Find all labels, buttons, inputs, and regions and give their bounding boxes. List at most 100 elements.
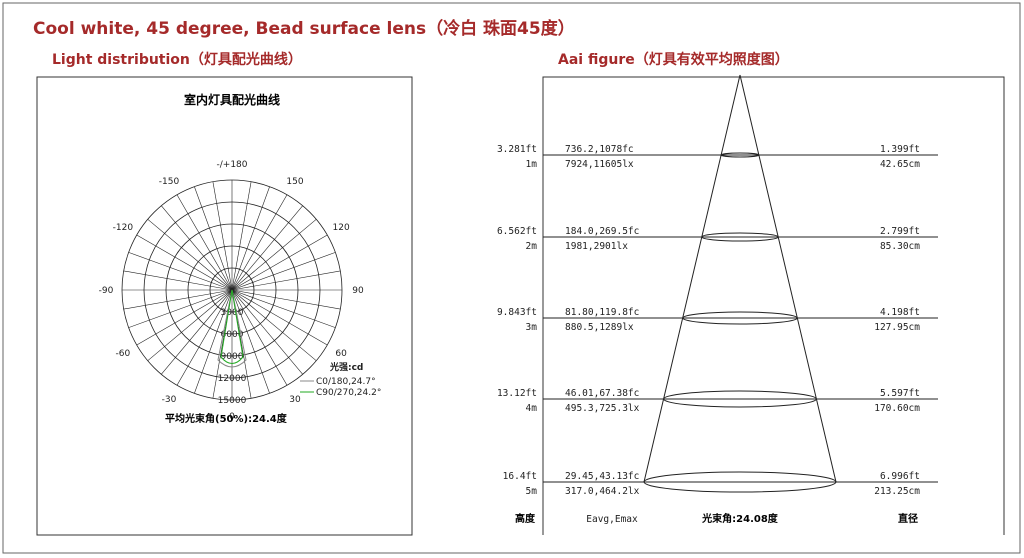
grid-spoke [194, 186, 233, 291]
angle-label: -120 [113, 223, 134, 233]
radial-label: 3000 [221, 308, 244, 318]
diameter-cm: 170.60cm [874, 403, 920, 414]
illuminance-lx: 880.5,1289lx [565, 322, 634, 333]
diameter-cm: 127.95cm [874, 322, 920, 333]
grid-spoke [231, 289, 336, 328]
grid-spoke [231, 252, 336, 291]
diameter-ft: 4.198ft [880, 307, 920, 318]
height-ft: 16.4ft [503, 471, 537, 482]
beam-ellipse [663, 390, 817, 408]
angle-label: 150 [286, 177, 303, 187]
curve-c0 [217, 289, 247, 368]
angle-label: 30 [289, 395, 301, 405]
polar-title: 室内灯具配光曲线 [184, 92, 280, 107]
height-m: 1m [526, 159, 538, 170]
grid-spoke [231, 289, 288, 386]
beam-ellipse [682, 311, 798, 325]
title: Cool white, 45 degree, Bead surface lens… [33, 18, 575, 39]
radial-label: 6000 [221, 330, 244, 340]
height-m: 2m [526, 241, 538, 252]
polar-grid: -/+180 -150 150 -120 120 -90 90 -60 60 -30 30 0 3000… [99, 160, 364, 422]
diameter-ft: 5.597ft [880, 388, 920, 399]
illuminance-lx: 317.0,464.2lx [565, 486, 640, 497]
height-m: 5m [526, 486, 538, 497]
illuminance-fc: 81.80,119.8fc [565, 307, 639, 318]
height-ft: 3.281ft [497, 144, 537, 155]
illuminance-fc: 29.45,43.13fc [565, 471, 639, 482]
grid-spoke [231, 194, 288, 291]
diameter-cm: 42.65cm [880, 159, 920, 170]
illuminance-lx: 1981,2901lx [565, 241, 628, 252]
height-ft: 6.562ft [497, 226, 537, 237]
grid-spoke [231, 289, 341, 310]
curve-c90 [220, 289, 244, 364]
grid-spoke [231, 289, 270, 394]
radial-label: 15000 [218, 396, 247, 406]
height-m: 4m [526, 403, 538, 414]
grid-spoke [161, 205, 233, 291]
aai-diagram: 3.281ft 1m 736.2,1078fc 7924,11605lx 1.399ft… [497, 74, 938, 497]
illuminance-fc: 46.01,67.38fc [565, 388, 639, 399]
grid-spoke [176, 194, 233, 291]
footer-label: 光束角:24.08度 [701, 512, 779, 525]
angle-label: 90 [352, 286, 364, 296]
footer-label: 直径 [898, 512, 918, 525]
cone-edge [643, 74, 741, 483]
diameter-cm: 213.25cm [874, 486, 920, 497]
grid-spoke [123, 289, 233, 310]
cone-edge [739, 74, 837, 483]
grid-spoke [128, 252, 233, 291]
grid-spoke [147, 219, 233, 291]
grid-spoke [212, 181, 233, 291]
illuminance-fc: 736.2,1078fc [565, 144, 634, 155]
diameter-ft: 6.996ft [880, 471, 920, 482]
legend-title: 光强:cd [329, 361, 363, 373]
grid-spoke [231, 289, 328, 346]
radial-label: 9000 [221, 352, 244, 362]
grid-spoke [123, 270, 233, 291]
subtitle: Light distribution（灯具配光曲线） [52, 51, 302, 68]
grid-spoke [161, 289, 233, 375]
illuminance-lx: 495.3,725.3lx [565, 403, 640, 414]
illuminance-lx: 7924,11605lx [565, 159, 634, 170]
height-ft: 9.843ft [497, 307, 537, 318]
angle-label: 120 [333, 223, 350, 233]
grid-spoke [231, 181, 252, 291]
angle-label: -90 [99, 286, 114, 296]
height-ft: 13.12ft [497, 388, 537, 399]
grid-spoke [231, 289, 303, 375]
angle-label: 60 [335, 349, 347, 359]
diameter-ft: 2.799ft [880, 226, 920, 237]
footer-label: 高度 [515, 512, 536, 525]
grid-spoke [147, 289, 233, 361]
beam-ellipse [720, 152, 760, 158]
panel [542, 76, 1005, 535]
legend-entry: C90/270,24.2° [316, 388, 381, 398]
grid-spoke [136, 234, 233, 291]
angle-label: -/+180 [217, 160, 248, 170]
grid-spoke [231, 186, 270, 291]
legend-entry: C0/180,24.7° [316, 377, 376, 387]
beam-ellipse [643, 471, 837, 493]
grid-spoke [231, 234, 328, 291]
grid-spoke [231, 289, 317, 361]
radial-label: 12000 [218, 374, 247, 384]
grid-spoke [176, 289, 233, 386]
panel [36, 76, 413, 536]
diameter-ft: 1.399ft [880, 144, 920, 155]
grid-spoke [231, 219, 317, 291]
grid-spoke [128, 289, 233, 328]
angle-label: 0 [229, 412, 235, 422]
grid-spoke [194, 289, 233, 394]
subtitle: Aai figure（灯具有效平均照度图） [558, 51, 789, 68]
illuminance-fc: 184.0,269.5fc [565, 226, 639, 237]
grid-spoke [136, 289, 233, 346]
height-m: 3m [526, 322, 538, 333]
grid-spoke [231, 205, 303, 291]
beam-ellipse [701, 232, 779, 242]
angle-label: -60 [116, 349, 131, 359]
diameter-cm: 85.30cm [880, 241, 920, 252]
footer-label: Eavg,Emax [586, 514, 638, 525]
